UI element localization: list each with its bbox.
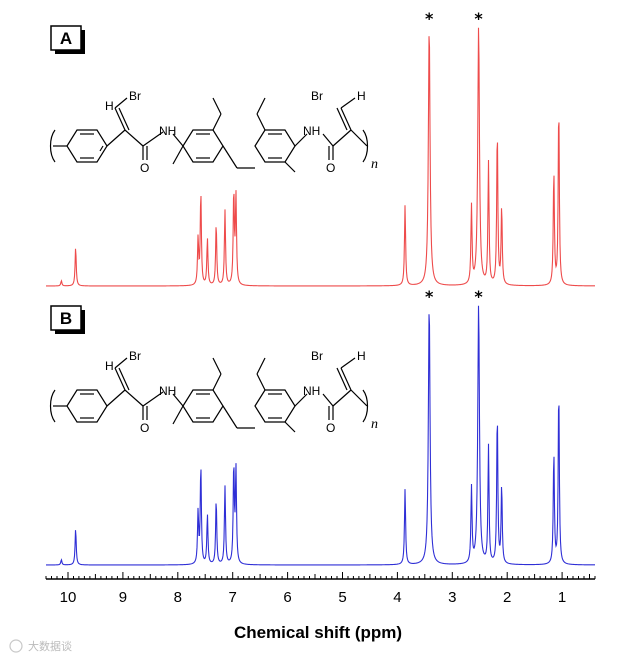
peak-star-a-1: * <box>425 9 434 28</box>
mol-b-br-left: Br <box>129 349 141 363</box>
peak-star-b-1: * <box>425 287 434 306</box>
mol-a-br-left: Br <box>129 89 141 103</box>
mol-a-o-right: O <box>326 161 335 175</box>
x-tick-label-4: 4 <box>393 589 401 606</box>
watermark-logo-icon <box>9 639 23 653</box>
spectrum-a-line <box>46 27 595 287</box>
x-tick-label-2: 2 <box>503 589 511 606</box>
mol-a-br-right: Br <box>311 89 323 103</box>
panel-b-label: B <box>60 309 72 328</box>
molecule-a-atom-labels: H Br NH O Br H NH O n <box>105 89 378 175</box>
mol-b-br-right: Br <box>311 349 323 363</box>
panel-a-label: A <box>60 29 72 48</box>
mol-a-h-left: H <box>105 99 114 113</box>
x-tick-label-6: 6 <box>283 589 291 606</box>
x-tick-label-3: 3 <box>448 589 456 606</box>
mol-a-nh-right: NH <box>303 124 320 138</box>
x-tick-label-5: 5 <box>338 589 346 606</box>
molecule-structure-b <box>49 357 369 433</box>
molecule-b-atom-labels: H Br NH O Br H NH O n <box>105 349 378 435</box>
watermark-text: 大数据谈 <box>28 639 72 653</box>
mol-b-nh-left: NH <box>159 384 176 398</box>
spectrum-b-line <box>46 305 595 566</box>
x-axis-tick-labels: 10 9 8 7 6 5 4 3 2 1 <box>60 589 567 606</box>
mol-a-o-left: O <box>140 161 149 175</box>
x-tick-label-10: 10 <box>60 589 77 606</box>
mol-a-h-right: H <box>357 89 366 103</box>
panel-a-label-box: A <box>50 25 85 54</box>
mol-b-h-left: H <box>105 359 114 373</box>
mol-b-n-subscript: n <box>371 417 378 432</box>
mol-a-nh-left: NH <box>159 124 176 138</box>
x-axis-title: Chemical shift (ppm) <box>234 623 402 642</box>
peak-star-a-2: * <box>474 9 483 28</box>
x-tick-label-9: 9 <box>119 589 127 606</box>
x-tick-label-7: 7 <box>229 589 237 606</box>
panel-b-label-box: B <box>50 305 85 334</box>
mol-b-o-left: O <box>140 421 149 435</box>
x-axis-ticks <box>45 572 596 579</box>
x-tick-label-1: 1 <box>558 589 566 606</box>
mol-a-n-subscript: n <box>371 157 378 172</box>
mol-b-nh-right: NH <box>303 384 320 398</box>
starred-peak-markers: * * * * <box>425 9 483 306</box>
mol-b-h-right: H <box>357 349 366 363</box>
mol-b-o-right: O <box>326 421 335 435</box>
molecule-structure-a <box>49 97 369 173</box>
x-tick-label-8: 8 <box>174 589 182 606</box>
watermark: 大数据谈 <box>9 639 72 653</box>
peak-star-b-2: * <box>474 287 483 306</box>
